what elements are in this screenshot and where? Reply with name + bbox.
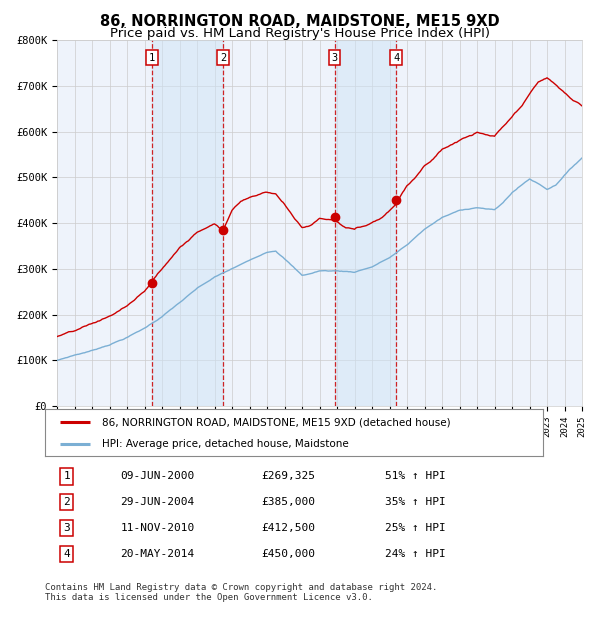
Text: 86, NORRINGTON ROAD, MAIDSTONE, ME15 9XD: 86, NORRINGTON ROAD, MAIDSTONE, ME15 9XD	[100, 14, 500, 29]
Text: 86, NORRINGTON ROAD, MAIDSTONE, ME15 9XD (detached house): 86, NORRINGTON ROAD, MAIDSTONE, ME15 9XD…	[102, 417, 451, 427]
Text: 4: 4	[63, 549, 70, 559]
Text: 29-JUN-2004: 29-JUN-2004	[121, 497, 195, 507]
Bar	[335, 40, 396, 406]
Text: 3: 3	[331, 53, 338, 63]
Text: HPI: Average price, detached house, Maidstone: HPI: Average price, detached house, Maid…	[102, 438, 349, 449]
Text: 11-NOV-2010: 11-NOV-2010	[121, 523, 195, 533]
Text: 09-JUN-2000: 09-JUN-2000	[121, 471, 195, 482]
Text: 2: 2	[220, 53, 226, 63]
Text: Price paid vs. HM Land Registry's House Price Index (HPI): Price paid vs. HM Land Registry's House …	[110, 27, 490, 40]
Text: 4: 4	[393, 53, 399, 63]
Text: £412,500: £412,500	[261, 523, 315, 533]
Text: 51% ↑ HPI: 51% ↑ HPI	[385, 471, 446, 482]
Text: 1: 1	[63, 471, 70, 482]
Text: Contains HM Land Registry data © Crown copyright and database right 2024.
This d: Contains HM Land Registry data © Crown c…	[45, 583, 437, 602]
Text: 35% ↑ HPI: 35% ↑ HPI	[385, 497, 446, 507]
Text: 25% ↑ HPI: 25% ↑ HPI	[385, 523, 446, 533]
Bar	[152, 40, 223, 406]
Text: 24% ↑ HPI: 24% ↑ HPI	[385, 549, 446, 559]
Text: £450,000: £450,000	[261, 549, 315, 559]
Text: 20-MAY-2014: 20-MAY-2014	[121, 549, 195, 559]
Text: £385,000: £385,000	[261, 497, 315, 507]
Text: 3: 3	[63, 523, 70, 533]
Text: £269,325: £269,325	[261, 471, 315, 482]
Text: 2: 2	[63, 497, 70, 507]
Text: 1: 1	[149, 53, 155, 63]
